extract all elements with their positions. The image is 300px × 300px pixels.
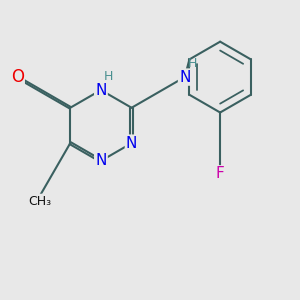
Text: H: H xyxy=(188,57,197,70)
Text: N: N xyxy=(179,70,190,85)
Text: H: H xyxy=(103,70,113,83)
Text: N: N xyxy=(126,136,137,151)
Text: F: F xyxy=(216,166,224,181)
Text: O: O xyxy=(11,68,24,86)
Text: N: N xyxy=(95,153,106,168)
Text: N: N xyxy=(95,82,106,98)
Text: CH₃: CH₃ xyxy=(28,195,51,208)
